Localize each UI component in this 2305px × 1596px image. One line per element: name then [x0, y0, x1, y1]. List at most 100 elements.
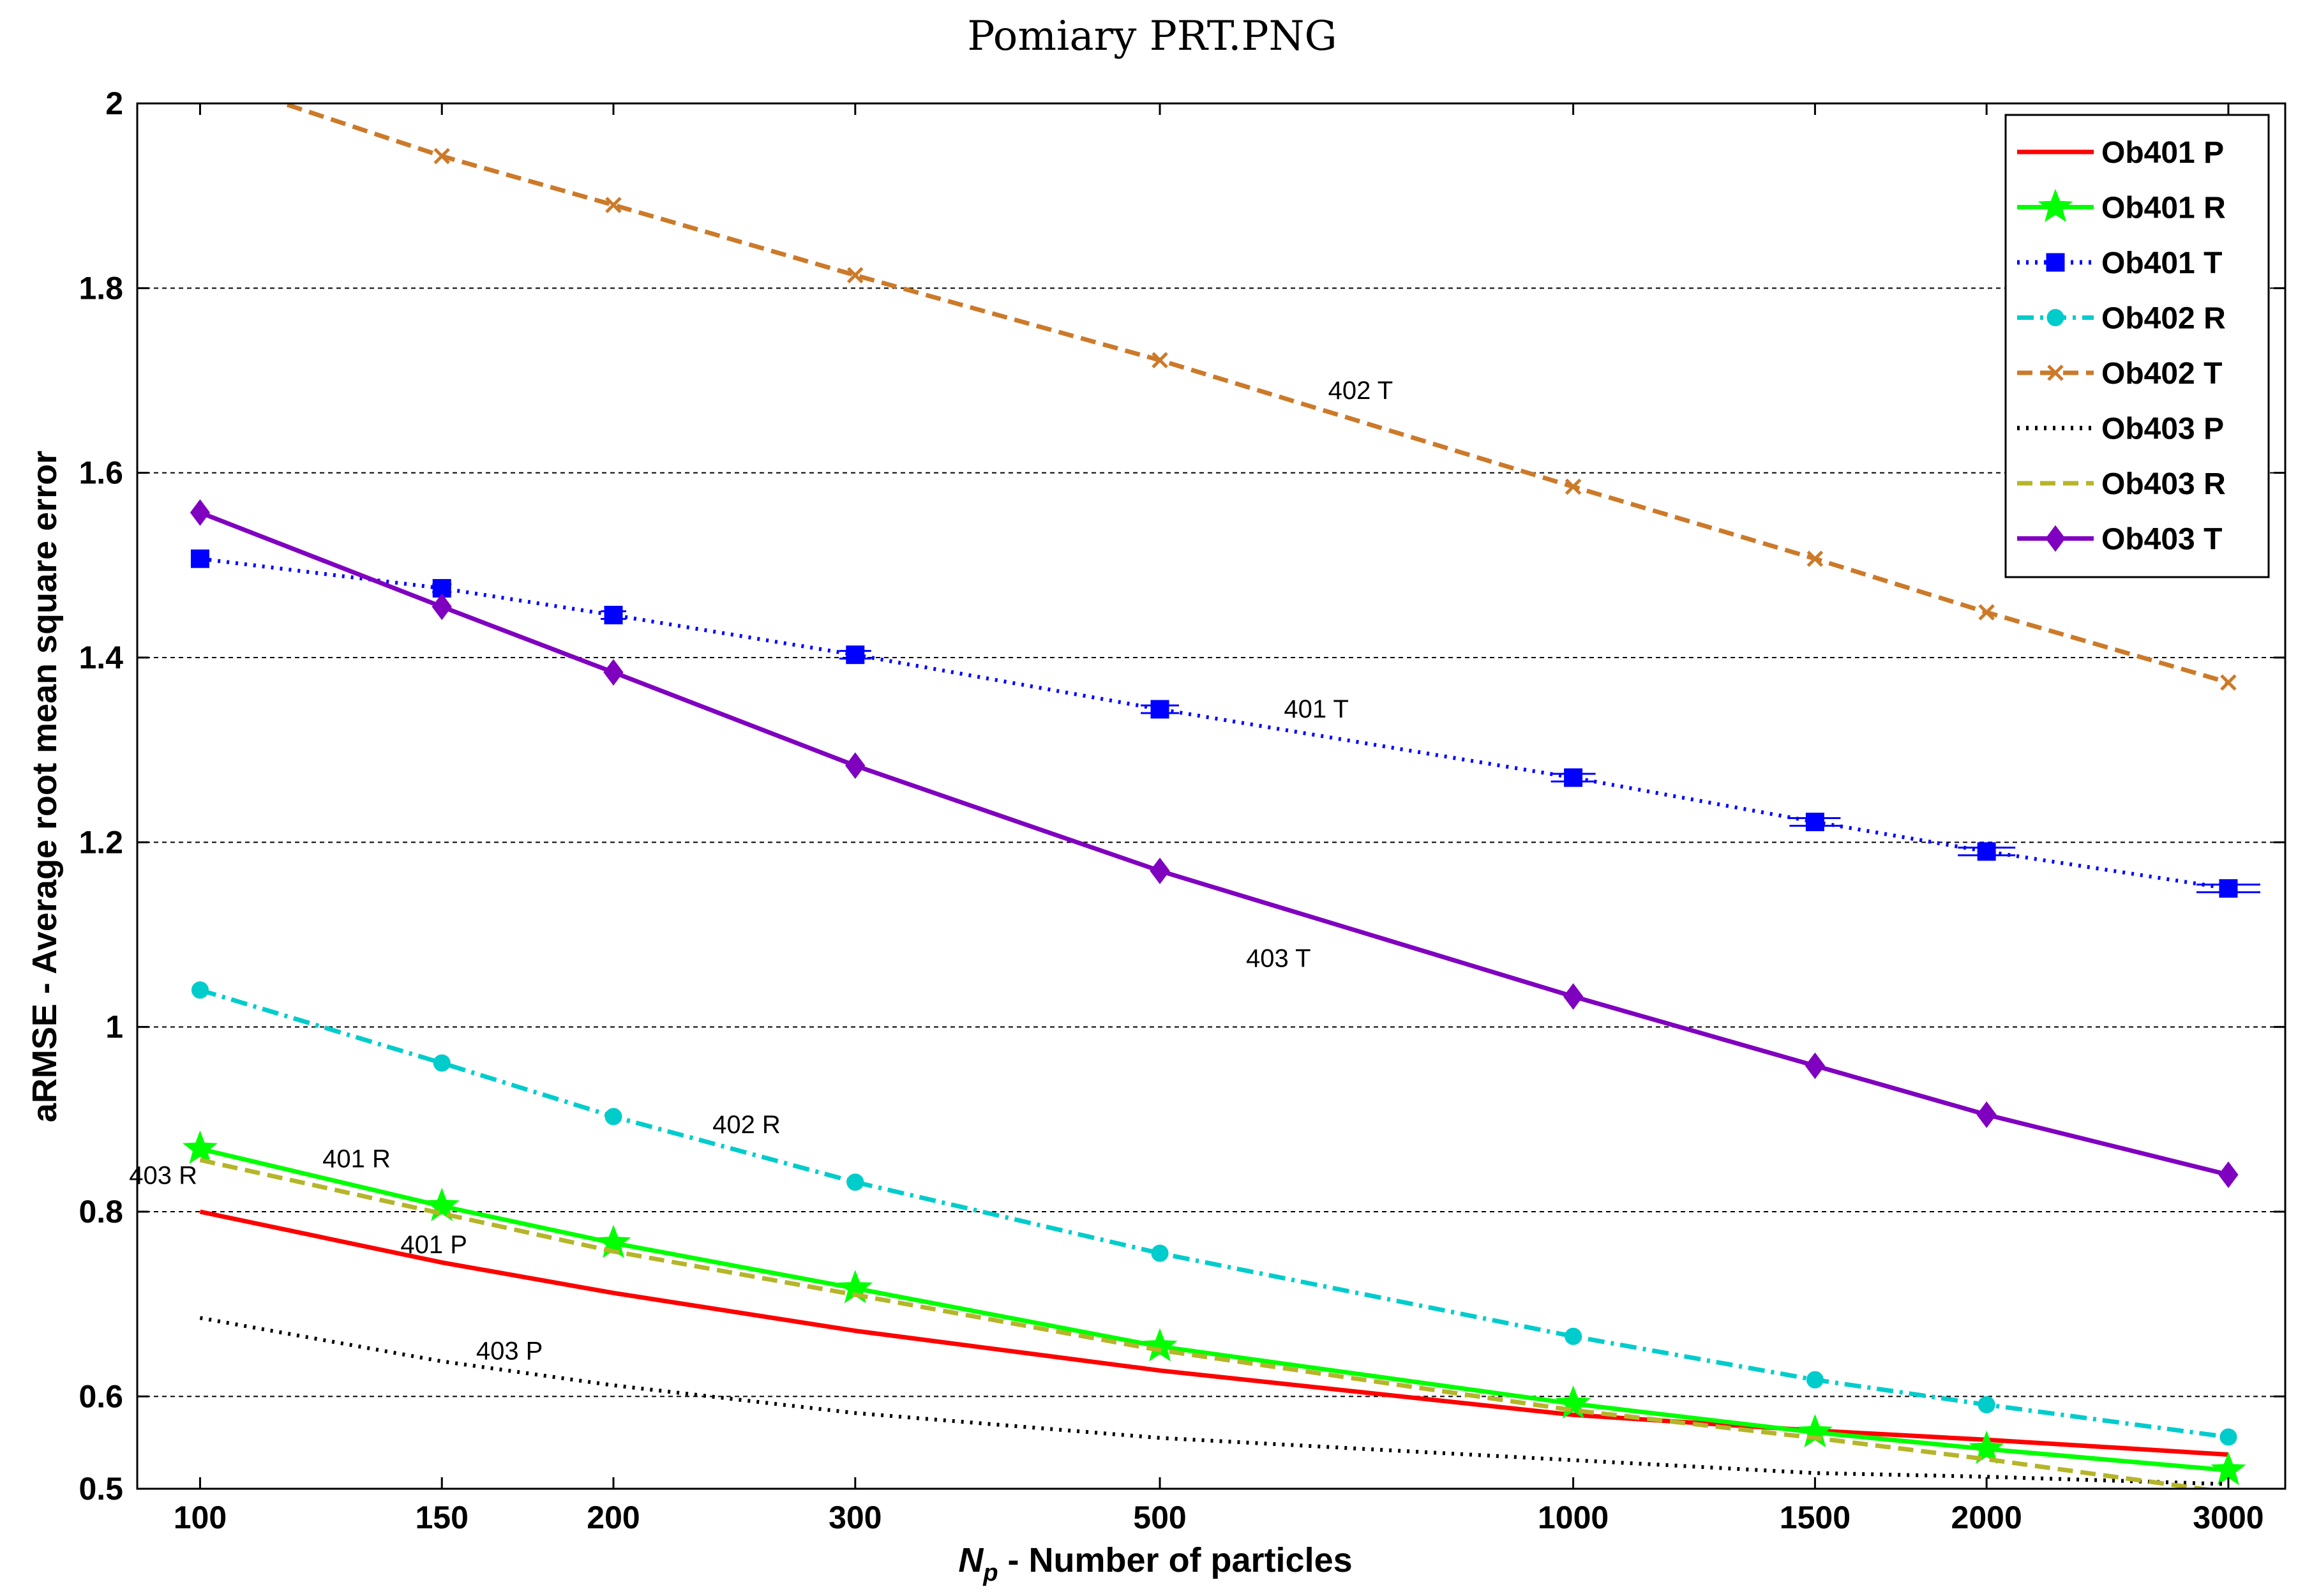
legend-item-ob402-t: Ob402 T: [2017, 357, 2222, 391]
legend-label-ob401-p: Ob401 P: [2101, 136, 2224, 170]
x-tick-label-150: 150: [416, 1500, 469, 1535]
y-tick-label-1-2: 1.2: [79, 824, 123, 860]
marker-ob401-t-2000: [1977, 842, 1996, 861]
marker-ob403-t-500: [1150, 857, 1170, 885]
annotation-401-r: 401 R: [322, 1145, 391, 1173]
legend-box: [2004, 114, 2270, 578]
x-tick-label-3000: 3000: [2193, 1500, 2264, 1535]
legend-label-ob403-r: Ob403 R: [2101, 467, 2226, 501]
legend-marker-ob403-t: [2045, 525, 2066, 552]
marker-ob403-t-100: [190, 499, 211, 526]
marker-ob402-t-500: [1152, 352, 1168, 368]
x-tick-label-500: 500: [1133, 1500, 1186, 1535]
y-axis-label: aRMSE - Average root mean square error: [26, 451, 64, 1122]
y-tick-label-1-8: 1.8: [79, 270, 123, 306]
x-tick-label-300: 300: [829, 1500, 882, 1535]
marker-ob402-t-150: [433, 147, 450, 165]
marker-ob402-r-150: [433, 1054, 451, 1072]
marker-ob401-t-1000: [1564, 768, 1583, 787]
marker-ob402-t-200: [605, 197, 622, 213]
legend-item-ob403-t: Ob403 T: [2017, 523, 2222, 557]
marker-ob402-r-100: [191, 981, 209, 999]
legend-marker-ob402-t: [2047, 365, 2064, 381]
marker-ob403-t-3000: [2218, 1161, 2239, 1188]
series-line-ob403-r: [199, 1157, 2218, 1489]
x-axis-label-rest: - Number of particles: [998, 1541, 1353, 1579]
marker-ob402-t-1000: [1565, 478, 1582, 495]
marker-ob401-t-500: [1150, 700, 1169, 719]
legend-marker-ob401-r: [2038, 188, 2073, 222]
y-tick-label-1: 1: [105, 1009, 123, 1045]
y-tick-label-0-8: 0.8: [79, 1194, 123, 1230]
marker-ob403-t-1500: [1805, 1052, 1826, 1080]
legend-item-ob401-t: Ob401 T: [2017, 246, 2222, 280]
legend-item-ob401-r: Ob401 R: [2017, 188, 2226, 225]
chart-title: Pomiary PRT.PNG: [967, 13, 1337, 60]
annotation-401-p: 401 P: [400, 1231, 467, 1259]
series-ob402-r: [191, 981, 2237, 1446]
series-layer: [183, 103, 2260, 1489]
marker-ob402-t-3000: [2220, 674, 2237, 691]
series-line-ob401-t: [200, 557, 2229, 891]
marker-ob402-t-1500: [1806, 550, 1824, 567]
x-axis-label-main: N: [958, 1541, 984, 1579]
x-tick-label-2000: 2000: [1951, 1500, 2022, 1535]
marker-ob401-t-200: [604, 605, 623, 624]
legend: Ob401 P Ob401 R Ob401 T Ob402 R Ob402 T Ob403…: [2004, 114, 2270, 578]
annotation-403-r: 403 R: [129, 1162, 197, 1190]
marker-ob401-t-1500: [1805, 813, 1824, 832]
x-tick-label-200: 200: [587, 1500, 640, 1535]
series-ob402-t: [276, 103, 2237, 691]
legend-label-ob402-r: Ob402 R: [2101, 302, 2226, 336]
marker-ob402-t-300: [847, 267, 864, 283]
series-ob403-t: [190, 499, 2239, 1188]
marker-ob402-r-200: [604, 1108, 622, 1125]
series-ob401-t: [190, 549, 2260, 898]
y-tick-label-2: 2: [105, 86, 123, 121]
annotation-401-t: 401 T: [1284, 695, 1349, 723]
marker-ob401-r-2000: [1969, 1430, 2004, 1464]
x-axis-label-sub: p: [982, 1560, 998, 1586]
x-tick-label-1000: 1000: [1538, 1500, 1609, 1535]
legend-label-ob401-r: Ob401 R: [2101, 192, 2226, 225]
grid-lines: [137, 287, 2285, 1397]
annotation-402-r: 402 R: [712, 1111, 781, 1139]
marker-ob403-t-2000: [1976, 1101, 1997, 1128]
marker-ob403-t-300: [845, 752, 866, 779]
legend-label-ob401-t: Ob401 T: [2101, 246, 2222, 280]
marker-ob401-t-100: [190, 549, 209, 568]
x-tick-label-100: 100: [174, 1500, 227, 1535]
marker-ob402-r-1000: [1565, 1327, 1582, 1345]
legend-item-ob403-p: Ob403 P: [2017, 412, 2224, 446]
x-tick-label-1500: 1500: [1780, 1500, 1851, 1535]
marker-ob402-r-300: [846, 1173, 864, 1191]
marker-ob402-t-2000: [1978, 604, 1995, 621]
legend-item-ob403-r: Ob403 R: [2017, 467, 2226, 501]
y-tick-label-0-6: 0.6: [79, 1378, 123, 1414]
legend-label-ob402-t: Ob402 T: [2101, 357, 2222, 391]
marker-ob402-r-3000: [2219, 1428, 2237, 1446]
series-line-ob401-p: [199, 1209, 2229, 1457]
marker-ob401-r-100: [183, 1130, 218, 1164]
legend-label-ob403-p: Ob403 P: [2101, 412, 2224, 446]
marker-ob401-r-150: [424, 1187, 460, 1221]
annotations: 402 T 401 T 403 T 402 R 401 R 403 R 401 P 403 P: [129, 377, 1393, 1366]
marker-ob402-r-2000: [1978, 1396, 1995, 1413]
marker-ob403-t-1000: [1563, 983, 1584, 1010]
legend-item-ob401-p: Ob401 P: [2017, 136, 2224, 170]
y-tick-label-1-6: 1.6: [79, 455, 123, 491]
marker-ob403-t-200: [603, 659, 624, 686]
marker-ob401-t-3000: [2219, 879, 2238, 898]
marker-ob402-r-1500: [1806, 1371, 1824, 1389]
marker-ob401-r-500: [1142, 1328, 1178, 1362]
series-ob401-r: [183, 1130, 2246, 1486]
marker-ob402-r-500: [1151, 1244, 1169, 1262]
plot-frame: [136, 102, 2286, 1490]
legend-label-ob403-t: Ob403 T: [2101, 523, 2222, 557]
axis-ticks: 100 150 200 300 500 1000 1500 2000 3000 0.5 0.6 0.8…: [79, 86, 2285, 1535]
marker-ob401-r-1000: [1556, 1385, 1591, 1419]
series-ob403-r: [199, 1157, 2218, 1489]
marker-ob401-t-300: [846, 645, 865, 665]
marker-ob403-t-150: [432, 593, 452, 621]
